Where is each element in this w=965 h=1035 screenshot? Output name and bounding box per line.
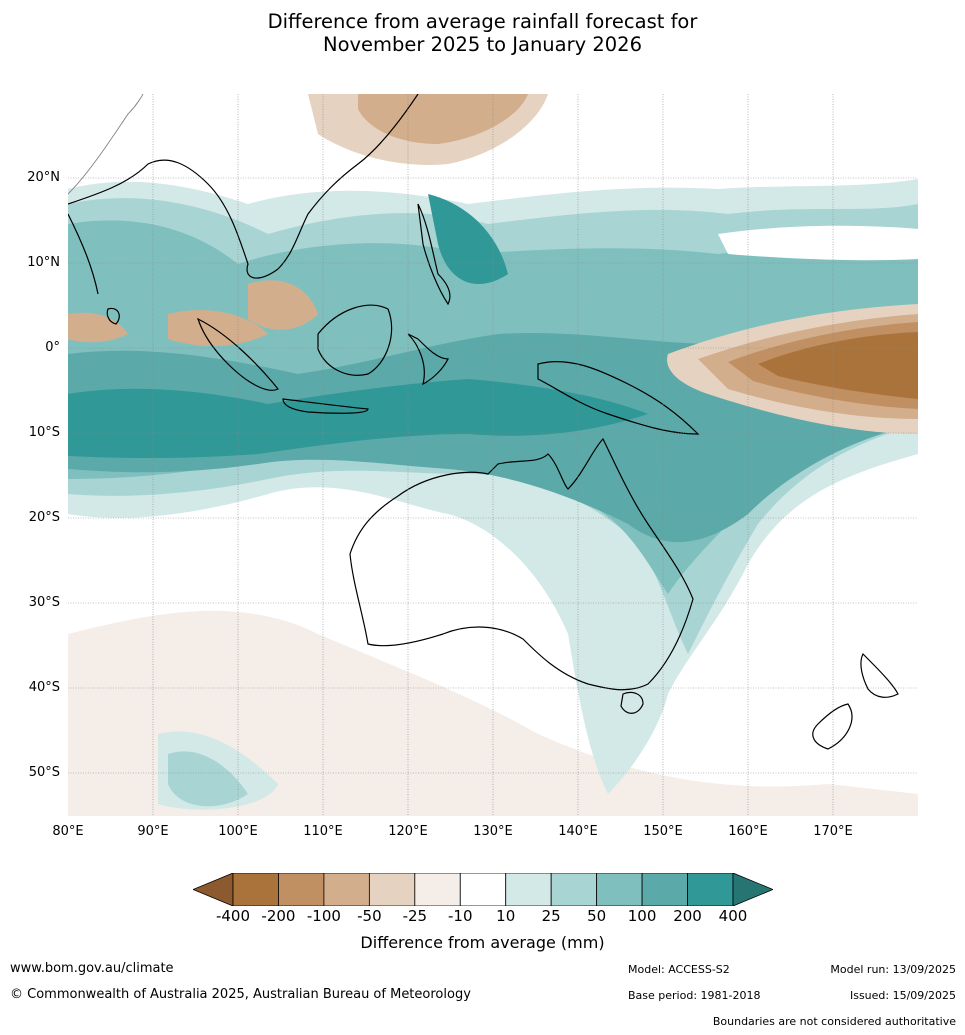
colour-bar-extend-high	[732, 872, 775, 907]
colour-bar-segment	[232, 872, 279, 907]
base-period-text: Base period: 1981-2018	[628, 989, 761, 1002]
lat-label-40s: 40°S	[28, 680, 60, 695]
lon-label-140e: 140°E	[558, 824, 598, 839]
lat-label-20s: 20°S	[28, 510, 60, 525]
model-text: Model: ACCESS-S2	[628, 963, 730, 976]
lon-label-110e: 110°E	[303, 824, 343, 839]
lat-label-0: 0°	[45, 340, 60, 355]
rainfall-anomaly-map	[68, 94, 918, 816]
disclaimer-text: Boundaries are not considered authoritat…	[712, 1015, 956, 1028]
website-link[interactable]: www.bom.gov.au/climate	[10, 961, 174, 976]
lon-label-150e: 150°E	[643, 824, 683, 839]
model-run-text: Model run: 13/09/2025	[830, 963, 956, 976]
lon-label-170e: 170°E	[813, 824, 853, 839]
title-line-2: November 2025 to January 2026	[323, 33, 642, 56]
lat-label-30s: 30°S	[28, 595, 60, 610]
colour-bar-segment	[278, 872, 325, 907]
lon-label-90e: 90°E	[137, 824, 169, 839]
colour-bar-tick-label: -100	[306, 907, 341, 925]
colour-bar-tick-label: 400	[718, 907, 748, 925]
lat-label-10s: 10°S	[28, 425, 60, 440]
colour-bar-tick-label: -400	[215, 907, 251, 925]
title-line-1: Difference from average rainfall forecas…	[267, 10, 698, 33]
colour-bar-tick-label: 10	[496, 907, 516, 925]
colour-bar-tick-label: -10	[448, 907, 473, 925]
colour-bar-svg	[191, 872, 775, 907]
colour-bar-segment	[550, 872, 598, 907]
copyright-text: © Commonwealth of Australia 2025, Austra…	[10, 987, 471, 1002]
colour-bar-tick-label: 50	[587, 907, 607, 925]
colour-bar-segment	[323, 872, 370, 907]
colour-bar-segment	[368, 872, 416, 907]
colour-bar-title: Difference from average (mm)	[360, 933, 605, 952]
colour-bar-tick-label: 200	[673, 907, 702, 925]
map-title: Difference from average rainfall forecas…	[0, 10, 965, 56]
colour-bar-tick-label: 100	[627, 907, 657, 925]
colour-bar-segment	[505, 872, 552, 907]
lat-label-10n: 10°N	[27, 255, 60, 270]
lat-label-50s: 50°S	[28, 765, 60, 780]
lat-label-20n: 20°N	[27, 170, 60, 185]
colour-bar-segment	[641, 872, 688, 907]
colour-bar-tick-label: 25	[541, 907, 561, 925]
lon-label-100e: 100°E	[218, 824, 258, 839]
colour-bar-segment	[687, 872, 734, 907]
colour-bar	[191, 872, 775, 907]
colour-bar-segment	[414, 872, 461, 907]
colour-bar-tick-label: -200	[261, 907, 296, 925]
lon-label-120e: 120°E	[388, 824, 428, 839]
colour-bar-extend-low	[191, 872, 234, 907]
colour-bar-tick-label: -50	[357, 907, 382, 925]
colour-bar-tick-label: -25	[402, 907, 428, 925]
map-canvas	[68, 94, 918, 816]
colour-bar-segment	[459, 872, 507, 907]
colour-bar-segment	[596, 872, 643, 907]
lon-label-80e: 80°E	[52, 824, 84, 839]
lon-label-160e: 160°E	[728, 824, 768, 839]
lon-label-130e: 130°E	[473, 824, 513, 839]
issued-text: Issued: 15/09/2025	[849, 989, 956, 1002]
